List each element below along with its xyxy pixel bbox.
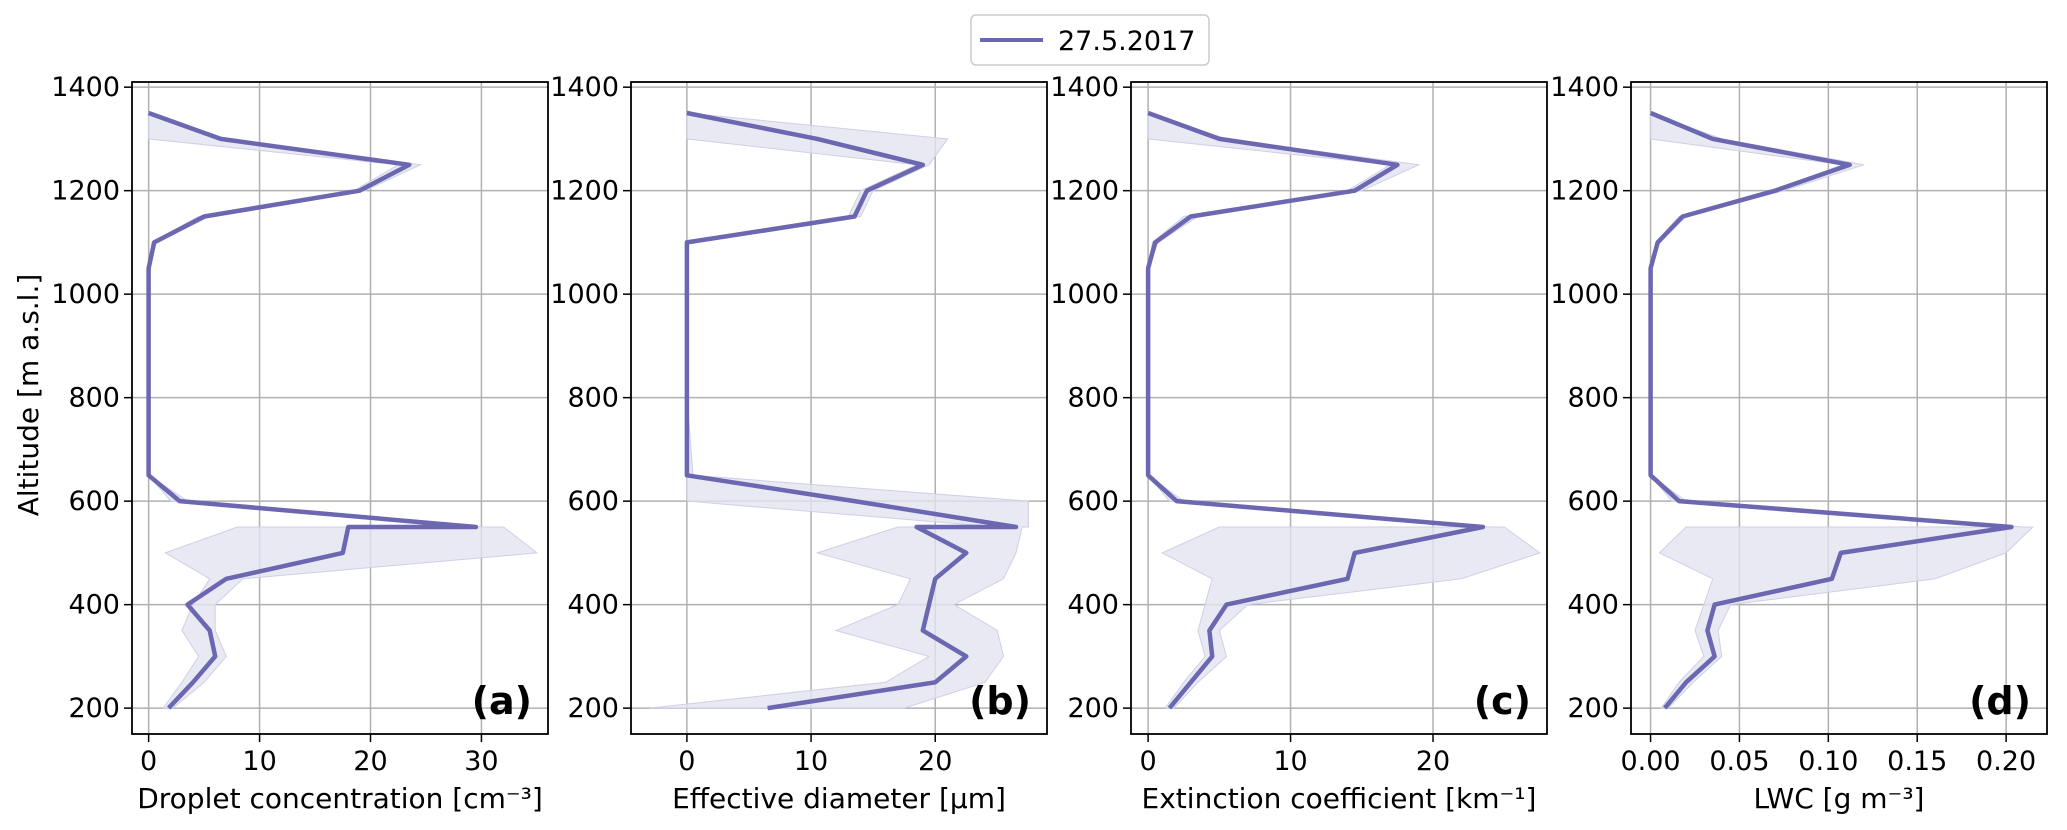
y-tick-label: 1200 bbox=[550, 176, 619, 207]
panel-4: 0.00 0.05 0.10 0.15 0.20 200 400 600 800 1000 1200… bbox=[1550, 72, 2048, 815]
y-tick-label: 800 bbox=[1567, 383, 1619, 414]
y-tick-label: 200 bbox=[1567, 693, 1619, 724]
series-line bbox=[684, 110, 1019, 711]
panel-label: (b) bbox=[969, 679, 1031, 723]
y-tick-label: 800 bbox=[68, 383, 120, 414]
panel-label: (d) bbox=[1969, 679, 2031, 723]
uncertainty-band bbox=[649, 112, 1029, 709]
panel-2: 0 10 20 200 400 600 800 1000 1200 1400 Effective d… bbox=[550, 72, 1048, 815]
x-tick-label: 0.00 bbox=[1620, 746, 1680, 777]
y-tick-label: 400 bbox=[68, 590, 120, 621]
x-axis-label: LWC [g m⁻³] bbox=[1754, 782, 1925, 815]
legend-box bbox=[970, 14, 1210, 66]
y-tick-label: 200 bbox=[567, 693, 619, 724]
panel-label: (a) bbox=[472, 679, 532, 723]
y-tick-label: 1200 bbox=[1550, 176, 1619, 207]
x-tick-label: 0.05 bbox=[1709, 746, 1769, 777]
x-tick-label: 0.10 bbox=[1798, 746, 1858, 777]
y-tick-label: 400 bbox=[1567, 590, 1619, 621]
x-tick-label: 0 bbox=[140, 746, 157, 777]
y-tick-label: 600 bbox=[567, 486, 619, 517]
x-tick-label: 20 bbox=[918, 746, 952, 777]
y-tick-label: 1000 bbox=[550, 279, 619, 310]
y-tick-label: 400 bbox=[1067, 590, 1119, 621]
panel-1: 0 10 20 30 200 400 600 800 1000 1200 1400 Droplet c… bbox=[51, 72, 549, 815]
y-tick-label: 600 bbox=[1067, 486, 1119, 517]
legend-label: 27.5.2017 bbox=[1058, 26, 1195, 57]
series-line bbox=[146, 110, 479, 710]
y-tick-label: 1400 bbox=[550, 72, 619, 103]
legend: 27.5.2017 bbox=[970, 14, 1210, 66]
plot-frame bbox=[1630, 81, 2048, 735]
uncertainty-band bbox=[1650, 112, 2035, 709]
x-tick-label: 10 bbox=[242, 746, 276, 777]
y-tick-label: 1200 bbox=[1050, 176, 1119, 207]
plot-frame bbox=[630, 81, 1048, 735]
y-tick-label: 1400 bbox=[1550, 72, 1619, 103]
x-tick-label: 0.20 bbox=[1976, 746, 2036, 777]
y-tick-label: 1200 bbox=[51, 176, 120, 207]
y-tick-label: 200 bbox=[1067, 693, 1119, 724]
y-tick-label: 200 bbox=[68, 693, 120, 724]
y-tick-label: 600 bbox=[1567, 486, 1619, 517]
y-tick-label: 1400 bbox=[51, 72, 120, 103]
x-tick-label: 30 bbox=[464, 746, 498, 777]
x-tick-label: 0.15 bbox=[1887, 746, 1947, 777]
series-line bbox=[1145, 110, 1486, 710]
x-tick-label: 0 bbox=[1140, 746, 1157, 777]
x-tick-label: 20 bbox=[1416, 746, 1450, 777]
x-axis-label: Effective diameter [μm] bbox=[672, 782, 1006, 815]
y-tick-label: 1000 bbox=[51, 279, 120, 310]
uncertainty-band bbox=[148, 112, 539, 709]
panel-3: 0 10 20 200 400 600 800 1000 1200 1400 Extinction … bbox=[1050, 72, 1548, 815]
x-tick-label: 10 bbox=[1273, 746, 1307, 777]
y-tick-label: 600 bbox=[68, 486, 120, 517]
x-tick-label: 0 bbox=[678, 746, 695, 777]
y-tick-label: 1000 bbox=[1550, 279, 1619, 310]
y-tick-label: 400 bbox=[567, 590, 619, 621]
panel-label: (c) bbox=[1474, 679, 1531, 723]
y-tick-label: 1400 bbox=[1050, 72, 1119, 103]
plot-frame bbox=[1130, 81, 1548, 735]
x-tick-label: 20 bbox=[353, 746, 387, 777]
plot-frame bbox=[131, 81, 549, 735]
uncertainty-band bbox=[1147, 112, 1541, 709]
x-tick-label: 10 bbox=[794, 746, 828, 777]
y-tick-label: 1000 bbox=[1050, 279, 1119, 310]
x-axis-label: Extinction coefficient [km⁻¹] bbox=[1142, 782, 1537, 815]
y-tick-label: 800 bbox=[567, 383, 619, 414]
y-tick-label: 800 bbox=[1067, 383, 1119, 414]
x-axis-label: Droplet concentration [cm⁻³] bbox=[137, 782, 543, 815]
series-line bbox=[1648, 110, 2014, 710]
y-axis-label: Altitude [m a.s.l.] bbox=[12, 274, 45, 517]
